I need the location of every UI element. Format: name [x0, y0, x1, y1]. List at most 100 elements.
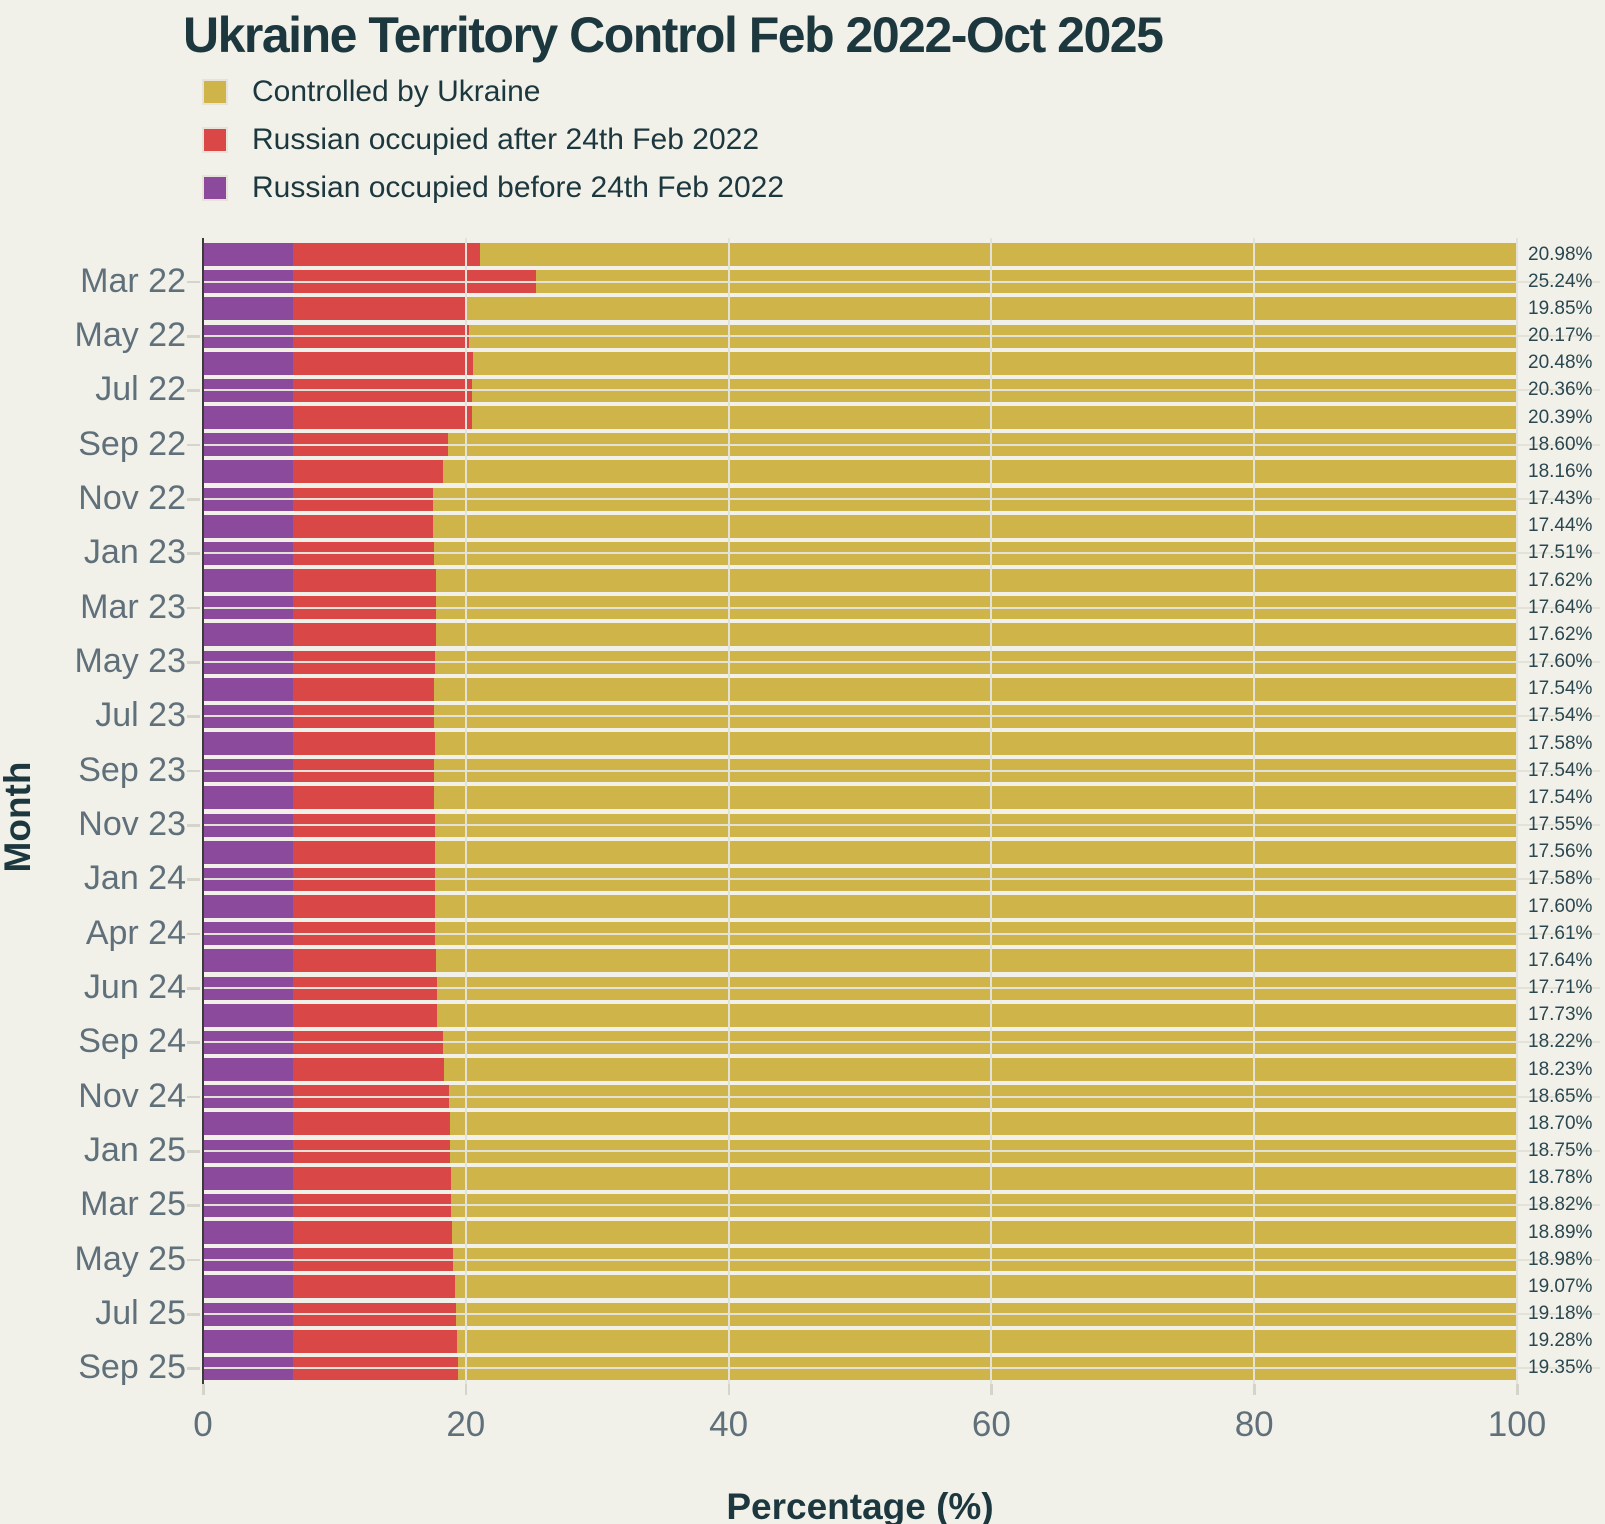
- bar-row: [204, 895, 1517, 919]
- bar-row: [204, 460, 1517, 484]
- bar-segment-occupied-before: [204, 297, 294, 321]
- bar-segment-occupied-before: [204, 1003, 294, 1027]
- bar-segment-ukraine: [454, 1275, 1517, 1299]
- gridline-horizontal: [203, 1150, 1600, 1153]
- bar-segment-ukraine: [434, 677, 1517, 701]
- bar-segment-occupied-before: [204, 895, 294, 919]
- bar-segment-ukraine: [435, 895, 1517, 919]
- bar-row: [204, 1003, 1517, 1027]
- bar-value-label: 18.82%: [1528, 1194, 1593, 1216]
- bar-segment-occupied-before: [204, 1166, 294, 1190]
- bar-segment-ukraine: [434, 840, 1517, 864]
- bar-value-label: 19.28%: [1528, 1330, 1593, 1352]
- bar-segment-occupied-after: [293, 1275, 455, 1299]
- bar-value-label: 20.36%: [1528, 379, 1593, 401]
- y-tick-label: Mar 22: [80, 261, 186, 300]
- bar-segment-occupied-after: [293, 732, 435, 756]
- bar-value-label: 18.78%: [1528, 1167, 1593, 1189]
- bar-value-label: 18.70%: [1528, 1112, 1593, 1134]
- bar-row: [204, 732, 1517, 756]
- bar-segment-ukraine: [434, 786, 1517, 810]
- bar-segment-occupied-before: [204, 243, 294, 266]
- bar-segment-ukraine: [433, 514, 1517, 538]
- bar-row: [204, 677, 1517, 701]
- bar-value-label: 17.54%: [1528, 705, 1593, 727]
- y-tick-label: Sep 23: [78, 750, 186, 789]
- bar-value-label: 18.75%: [1528, 1140, 1593, 1162]
- bar-value-label: 17.43%: [1528, 488, 1593, 510]
- y-tick-label: Nov 22: [78, 479, 186, 518]
- bar-segment-ukraine: [435, 732, 1517, 756]
- x-tick-mark: [990, 1384, 993, 1395]
- gridline-vertical: [464, 238, 467, 1384]
- y-tick-label: Jul 22: [95, 370, 186, 409]
- y-tick-mark: [187, 932, 200, 936]
- legend-label: Controlled by Ukraine: [252, 75, 541, 108]
- bar-segment-occupied-after: [293, 1058, 444, 1082]
- y-tick-label: Jul 25: [95, 1294, 186, 1333]
- bar-row: [204, 1329, 1517, 1353]
- y-tick-mark: [187, 1041, 200, 1044]
- bar-value-label: 17.60%: [1528, 895, 1593, 917]
- gridline-vertical: [1253, 238, 1256, 1384]
- bar-value-label: 17.73%: [1528, 1004, 1593, 1026]
- x-tick-label: 40: [709, 1405, 749, 1444]
- gridline-horizontal: [203, 1095, 1600, 1098]
- gridline-horizontal: [203, 715, 1600, 718]
- bar-segment-occupied-before: [204, 623, 294, 647]
- bar-value-label: 17.51%: [1528, 542, 1593, 564]
- bar-segment-occupied-before: [204, 1221, 294, 1245]
- y-tick-label: Mar 23: [80, 587, 186, 626]
- gridline-horizontal: [203, 1204, 1600, 1207]
- y-tick-mark: [187, 878, 200, 881]
- legend-swatch-occupied-after: [202, 127, 228, 153]
- bar-row: [204, 351, 1517, 375]
- bar-segment-ukraine: [436, 1003, 1517, 1027]
- bar-segment-occupied-before: [204, 1275, 294, 1299]
- bar-value-label: 17.62%: [1528, 569, 1593, 591]
- y-tick-label: Apr 24: [85, 913, 186, 952]
- bar-row: [204, 243, 1517, 266]
- bar-value-label: 20.48%: [1528, 352, 1593, 374]
- bar-value-label: 17.56%: [1528, 841, 1593, 863]
- bar-row: [204, 406, 1517, 430]
- x-tick-label: 20: [446, 1405, 486, 1444]
- x-tick-mark: [202, 1384, 205, 1395]
- y-tick-mark: [187, 280, 200, 284]
- gridline-horizontal: [203, 280, 1600, 283]
- bar-value-label: 17.55%: [1528, 814, 1593, 836]
- y-tick-mark: [187, 335, 200, 338]
- bar-value-label: 17.54%: [1528, 678, 1593, 700]
- gridline-horizontal: [203, 769, 1600, 772]
- bar-segment-ukraine: [435, 569, 1517, 593]
- bar-row: [204, 514, 1517, 538]
- y-tick-mark: [187, 661, 200, 664]
- bar-segment-occupied-after: [293, 1221, 453, 1245]
- bar-segment-ukraine: [457, 1329, 1517, 1353]
- bar-segment-occupied-before: [204, 840, 294, 864]
- bar-value-label: 19.18%: [1528, 1303, 1593, 1325]
- y-tick-mark: [187, 987, 200, 990]
- y-tick-label: Sep 24: [78, 1022, 186, 1061]
- gridline-horizontal: [203, 389, 1600, 392]
- chart-title: Ukraine Territory Control Feb 2022-Oct 2…: [183, 7, 1164, 63]
- gridline-vertical: [1516, 238, 1518, 1384]
- bar-value-label: 17.58%: [1528, 732, 1593, 754]
- bar-value-label: 17.64%: [1528, 949, 1593, 971]
- gridline-horizontal: [203, 1041, 1600, 1044]
- bar-row: [204, 840, 1517, 864]
- x-tick-mark: [1253, 1384, 1256, 1395]
- bar-value-label: 19.07%: [1528, 1275, 1593, 1297]
- y-tick-mark: [187, 443, 200, 447]
- gridline-horizontal: [203, 878, 1600, 881]
- gridline-horizontal: [203, 661, 1600, 664]
- y-tick-label: Nov 24: [78, 1076, 186, 1115]
- y-tick-mark: [187, 498, 200, 501]
- bar-row: [204, 786, 1517, 810]
- bar-row: [204, 949, 1517, 973]
- bar-row: [204, 623, 1517, 647]
- x-tick-label: 100: [1487, 1405, 1547, 1444]
- bar-value-label: 17.54%: [1528, 759, 1593, 781]
- gridline-horizontal: [203, 335, 1600, 337]
- y-tick-mark: [187, 552, 200, 555]
